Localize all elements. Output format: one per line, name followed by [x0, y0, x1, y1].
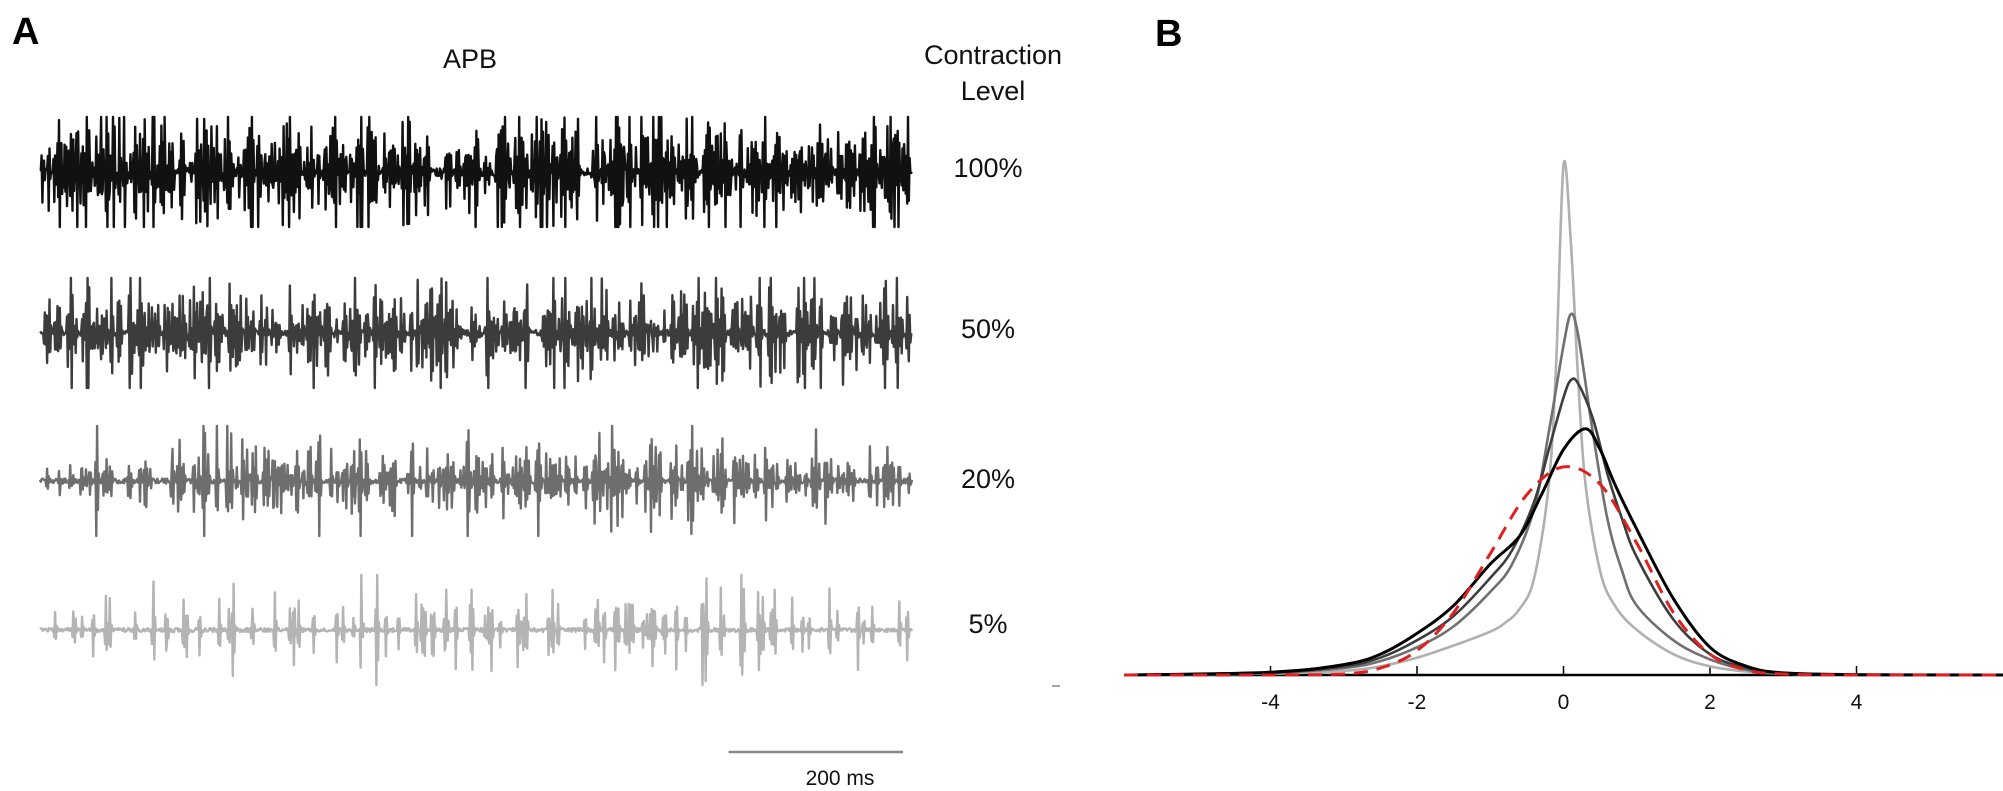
panel-b: B -4 -2 0 2 4	[1123, 13, 2003, 714]
level-label-5: 5%	[968, 609, 1007, 639]
level-label-50: 50%	[961, 314, 1015, 344]
x-tick-label: 2	[1704, 691, 1716, 714]
x-tick-label: 0	[1558, 691, 1570, 714]
level-label-20: 20%	[961, 464, 1015, 494]
panel-a-title: APB	[443, 44, 497, 74]
level-label-100: 100%	[953, 153, 1022, 183]
panel-b-label: B	[1155, 13, 1182, 55]
scale-bar-label: 200 ms	[806, 767, 875, 790]
distribution-curve-100pct	[1123, 427, 2003, 677]
emg-trace-100pct	[39, 115, 913, 229]
panel-a-label: A	[12, 11, 39, 53]
emg-trace-20pct	[38, 424, 914, 538]
x-tick-label: -4	[1261, 691, 1280, 714]
fit-curve	[1123, 465, 2003, 677]
x-tick-label: -2	[1408, 691, 1427, 714]
distribution-curve-5pct	[1123, 160, 2003, 677]
distribution-curve-50pct	[1123, 377, 2003, 677]
distribution-curves	[1123, 160, 2003, 677]
x-tick-label: 4	[1851, 691, 1863, 714]
emg-trace-5pct	[39, 573, 914, 687]
emg-trace-50pct	[39, 276, 913, 390]
panel-a: A APB Contraction Level 100% 50% 20% 5% …	[12, 11, 1062, 790]
distribution-curve-20pct	[1123, 312, 2003, 677]
contraction-level-header-line1: Contraction	[924, 40, 1062, 70]
contraction-level-header-line2: Level	[961, 76, 1026, 106]
